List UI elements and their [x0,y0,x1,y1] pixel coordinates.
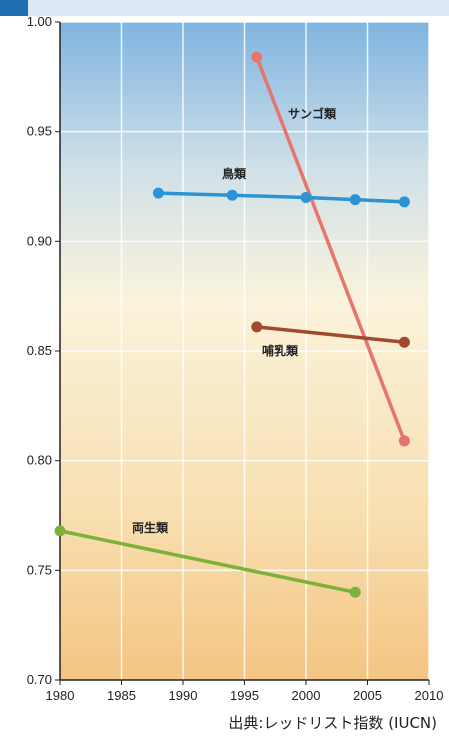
series-line [58,529,357,595]
y-tick-label: 0.70 [27,672,52,687]
data-point [398,336,410,348]
x-tick-label: 1985 [107,688,136,703]
data-point [349,194,361,206]
y-tick-label: 0.95 [27,124,52,139]
x-tick-label: 2005 [353,688,382,703]
series-label: 鳥類 [222,166,247,181]
x-tick-label: 2010 [415,688,444,703]
series-label: 哺乳類 [262,343,299,358]
gridlines [60,21,430,680]
data-point [226,189,238,201]
corner-marker [0,0,28,16]
series-layer [54,51,410,598]
data-point [300,191,312,203]
y-tick-label: 0.80 [27,453,52,468]
data-point [251,321,263,333]
data-point [251,51,263,63]
y-tick-label: 0.75 [27,562,52,577]
series-2 [251,321,410,348]
source-note: 出典:レッドリスト指数 (IUCN) [228,714,437,732]
data-point [398,435,410,447]
series-line [255,55,407,443]
data-point [54,525,66,537]
data-point [398,196,410,208]
series-0 [251,51,410,447]
x-tick-label: 1995 [230,688,259,703]
series-1 [152,187,410,208]
data-point [349,586,361,598]
series-line [255,325,407,344]
y-tick-label: 0.90 [27,233,52,248]
y-tick-label: 1.00 [27,14,52,29]
series-3 [54,525,361,598]
y-tick-label: 0.85 [27,343,52,358]
y-axis-ticks: 0.70 0.75 0.80 0.85 0.90 0.95 1.00 [27,14,60,687]
series-label: サンゴ類 [288,106,337,121]
x-tick-label: 1990 [169,688,198,703]
x-tick-label: 2000 [292,688,321,703]
data-point [152,187,164,199]
x-axis-ticks: 1980 1985 1990 1995 2000 2005 2010 [46,680,444,703]
x-tick-label: 1980 [46,688,75,703]
series-label: 両生類 [132,520,169,535]
top-band [0,0,449,16]
